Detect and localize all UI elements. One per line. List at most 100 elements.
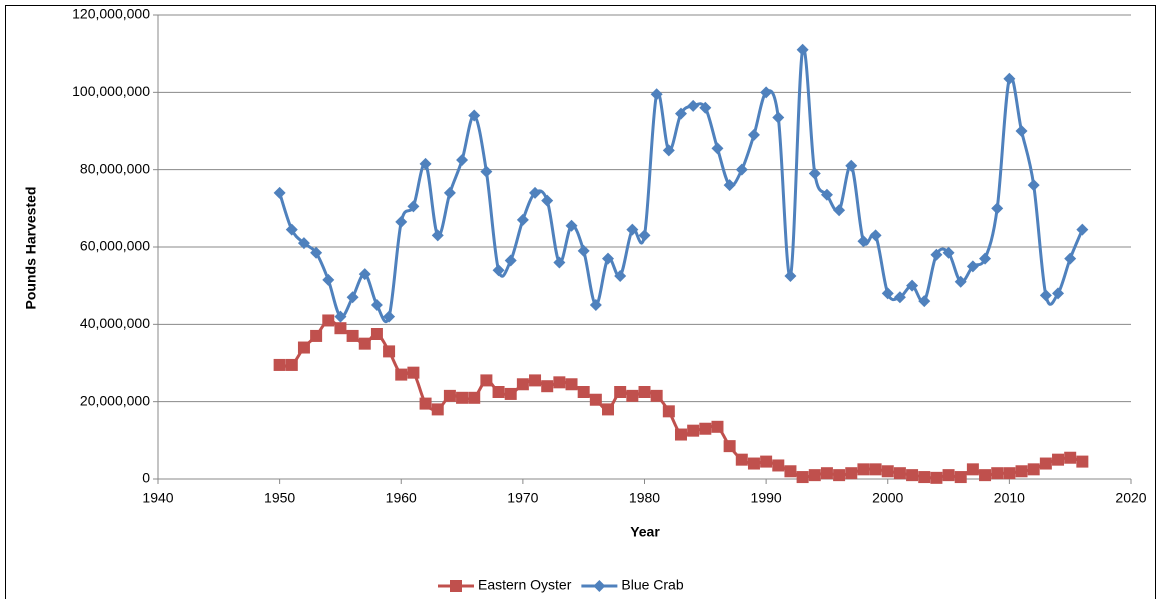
y-tick-label: 80,000,000 xyxy=(80,160,150,176)
data-point xyxy=(273,358,286,371)
data-point xyxy=(796,471,809,484)
data-point xyxy=(273,186,286,199)
data-point xyxy=(820,467,833,480)
data-point xyxy=(918,295,931,308)
data-point xyxy=(443,186,456,199)
data-point xyxy=(772,459,785,472)
data-point xyxy=(553,376,566,389)
data-point xyxy=(529,186,542,199)
data-point xyxy=(881,287,894,300)
data-point xyxy=(346,291,359,304)
data-point xyxy=(906,279,919,292)
data-point xyxy=(784,270,797,282)
data-point xyxy=(881,465,894,478)
data-point xyxy=(760,455,773,468)
y-tick-label: 40,000,000 xyxy=(80,315,150,331)
data-point xyxy=(942,246,955,259)
data-point xyxy=(1003,467,1016,480)
data-point xyxy=(529,374,542,387)
data-point xyxy=(735,163,748,176)
data-point xyxy=(699,422,712,435)
data-point xyxy=(407,366,420,379)
data-point xyxy=(383,310,396,323)
data-point xyxy=(930,248,943,261)
data-point xyxy=(602,252,615,265)
data-point xyxy=(626,223,639,236)
data-point xyxy=(419,397,432,410)
data-point xyxy=(1027,179,1040,192)
data-point xyxy=(1015,125,1028,137)
data-point xyxy=(480,374,493,387)
data-point xyxy=(674,428,687,441)
data-point xyxy=(1076,223,1089,236)
x-tick-label: 1970 xyxy=(507,490,538,506)
data-point xyxy=(954,471,967,484)
data-point xyxy=(456,391,469,404)
data-point xyxy=(869,463,882,476)
chart-frame xyxy=(5,5,1156,604)
x-tick-label: 2020 xyxy=(1115,490,1146,506)
legend-marker xyxy=(450,580,462,592)
data-point xyxy=(492,386,505,398)
data-point xyxy=(443,389,456,402)
data-point xyxy=(930,471,943,484)
data-point xyxy=(906,469,919,482)
data-point xyxy=(602,403,615,416)
data-point xyxy=(711,142,724,155)
data-point xyxy=(772,111,785,124)
data-point xyxy=(893,467,906,480)
data-point xyxy=(711,420,724,433)
data-point xyxy=(516,378,529,391)
data-point xyxy=(808,167,821,180)
data-point xyxy=(565,219,578,232)
data-point xyxy=(1039,457,1052,470)
data-point xyxy=(297,237,310,250)
data-point xyxy=(370,299,383,311)
data-point xyxy=(638,386,651,398)
x-tick-label: 1950 xyxy=(264,490,295,506)
data-point xyxy=(857,463,870,476)
data-point xyxy=(699,101,712,114)
data-point xyxy=(297,341,310,354)
data-point xyxy=(1003,72,1016,85)
data-point xyxy=(431,229,444,242)
data-point xyxy=(833,204,846,217)
data-point xyxy=(991,467,1004,480)
data-point xyxy=(541,194,554,207)
data-point xyxy=(784,465,797,478)
data-point xyxy=(869,229,882,242)
data-point xyxy=(954,275,967,288)
data-point xyxy=(285,223,298,236)
data-point xyxy=(395,368,408,381)
data-point xyxy=(504,254,517,267)
data-point xyxy=(979,252,992,265)
x-tick-label: 1990 xyxy=(751,490,782,506)
y-tick-label: 0 xyxy=(142,470,150,486)
data-point xyxy=(407,200,420,213)
data-point xyxy=(808,469,821,482)
data-point xyxy=(662,405,675,418)
data-point xyxy=(845,159,858,172)
data-point xyxy=(723,179,736,192)
data-point xyxy=(1064,451,1077,464)
data-point xyxy=(589,299,602,311)
data-point xyxy=(662,144,675,157)
data-point xyxy=(370,328,383,340)
data-point xyxy=(565,378,578,391)
y-tick-label: 20,000,000 xyxy=(80,392,150,408)
legend-marker xyxy=(593,580,606,592)
data-point xyxy=(480,165,493,178)
data-point xyxy=(468,391,481,404)
y-tick-label: 100,000,000 xyxy=(72,83,150,99)
data-point xyxy=(991,202,1004,215)
data-point xyxy=(1052,453,1065,466)
data-point xyxy=(1052,287,1065,300)
data-point xyxy=(650,88,663,101)
x-axis-label: Year xyxy=(630,524,660,540)
data-point xyxy=(796,43,809,56)
data-point xyxy=(735,453,748,466)
data-point xyxy=(1076,455,1089,468)
data-point xyxy=(687,99,700,112)
data-point xyxy=(747,128,760,141)
x-tick-label: 1980 xyxy=(629,490,660,506)
